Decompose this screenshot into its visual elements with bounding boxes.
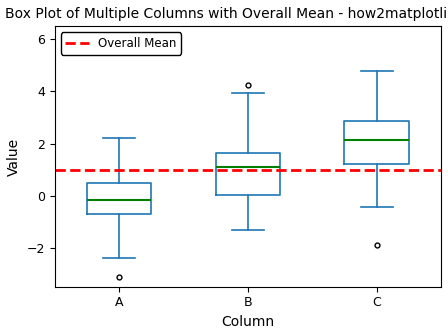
X-axis label: Column: Column [221,315,274,329]
Y-axis label: Value: Value [7,137,21,176]
Legend: Overall Mean: Overall Mean [60,32,181,55]
Title: Box Plot of Multiple Columns with Overall Mean - how2matplotlib.com: Box Plot of Multiple Columns with Overal… [5,7,448,21]
Overall Mean [116,168,122,172]
